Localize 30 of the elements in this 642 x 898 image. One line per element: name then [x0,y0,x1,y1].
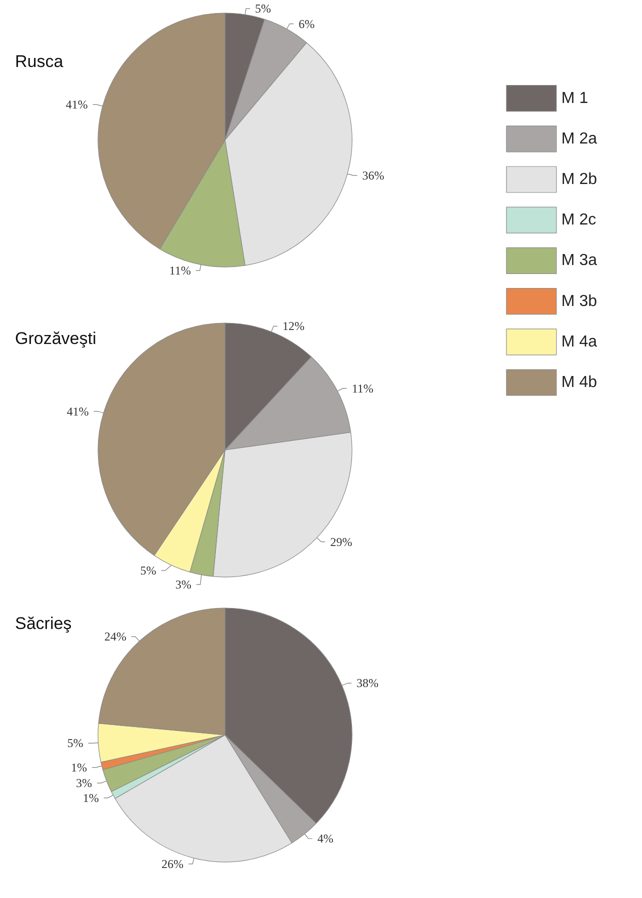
text: Rusca [15,52,64,71]
legend-label: M 1 [561,90,588,107]
legend-label: M 2a [561,130,598,148]
data-label: 5% [67,736,84,750]
data-label: 1% [71,760,88,774]
legend-label: M 3b [561,292,598,310]
data-label: 26% [162,856,184,871]
legend-label: M 4b [561,374,598,391]
data-label: 1% [82,790,99,805]
data-label: 41% [66,98,88,112]
data-label: 36% [362,168,384,182]
data-label: 38% [356,676,378,690]
data-label: 3% [175,578,192,592]
data-label: 24% [104,630,126,644]
data-label: 5% [255,2,272,16]
legend-label: M 2b [561,171,598,188]
legend-label: M 2c [561,212,596,229]
data-label: 11% [169,264,191,278]
legend-label: M 3a [561,252,598,270]
legend-label: M 4a [561,333,598,350]
data-label: 29% [330,534,352,549]
data-label: 41% [66,404,89,418]
chart-title: Grozăveşti [15,329,96,348]
data-label: 5% [140,564,156,578]
data-label: 4% [317,832,334,846]
data-label: 12% [282,319,304,334]
data-label: 6% [298,16,315,31]
data-label: 3% [76,776,92,790]
chart-title: Săcrieş [15,614,72,633]
data-label: 11% [352,381,374,396]
